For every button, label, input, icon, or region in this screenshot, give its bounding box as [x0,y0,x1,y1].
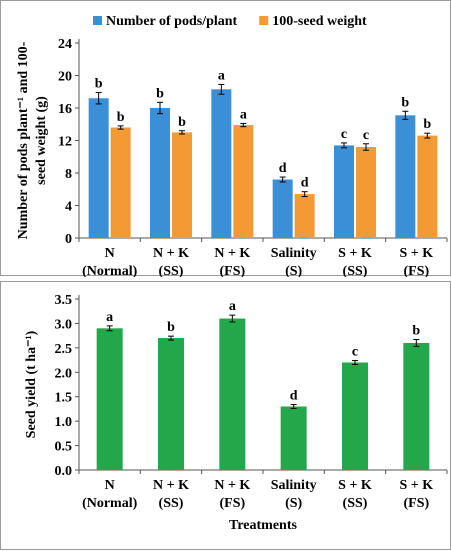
x-tick-label: (SS) [159,496,184,511]
x-tick-label: N + K [153,246,189,261]
significance-letter: b [401,95,409,110]
significance-letter: a [218,68,225,83]
bar [150,108,170,238]
legend-label: Number of pods/plant [106,14,238,29]
x-tick-label: S + K [338,246,372,261]
y-tick-label: 2.5 [55,342,73,357]
bar [334,145,354,238]
y-tick-label: 0.5 [55,440,73,455]
bar [96,328,123,470]
bar [395,115,416,238]
x-tick-label: S + K [338,478,372,493]
x-tick-label: N + K [214,478,250,493]
y-tick-label: 16 [58,102,72,117]
bar [88,98,109,238]
y-tick-label: 0 [65,232,72,247]
bar [272,179,293,238]
y-axis-label: seed weight (g) [34,96,49,185]
x-tick-label: (S) [285,496,302,511]
x-tick-label: N + K [153,478,189,493]
x-tick-label: (FS) [403,264,429,277]
x-tick-label: (SS) [343,496,368,511]
x-axis-label: Treatments [229,518,297,533]
bar [211,89,232,238]
significance-letter: c [363,128,369,143]
legend-label: 100-seed weight [272,14,367,29]
y-axis-label: Seed yield (t ha⁻¹) [24,330,39,438]
y-axis-label: Number of pods plant⁻¹ and 100- [16,41,31,239]
pods-seed-weight-chart: 0 4 8 12 16 20 24 N (Normal) N + K (SS) N + K (FS) Sa… [16,14,448,277]
y-tick-label: 0.0 [55,464,73,479]
x-tick-label: (SS) [159,264,184,277]
x-tick-label: N [105,246,115,261]
bar [158,338,184,470]
significance-letter: b [156,86,164,101]
x-tick-label: Salinity [271,246,317,261]
bar [342,362,368,470]
significance-letter: b [178,115,186,130]
y-tick-label: 3.0 [55,317,73,332]
significance-letter: c [341,127,347,142]
legend-swatch [259,16,269,25]
y-tick-label: 2.0 [55,366,73,381]
significance-letter: b [117,110,125,125]
significance-letter: d [290,389,298,404]
significance-letter: c [352,345,358,360]
legend-swatch [93,16,102,25]
x-tick-label: (FS) [403,496,429,511]
y-tick-label: 20 [58,70,72,85]
x-tick-label: (Normal) [82,496,138,511]
pods-seed-weight-chart-panel: 0 4 8 12 16 20 24 N (Normal) N + K (SS) N + K (FS) Sa… [0,0,451,277]
y-tick-label: 12 [58,135,72,150]
x-tick-label: N [105,478,115,493]
significance-letter: d [301,176,309,191]
bar [294,194,315,238]
x-tick-label: N + K [214,246,250,261]
x-tick-label: (S) [285,264,302,277]
bar [280,406,307,470]
significance-letter: b [423,117,431,132]
x-tick-label: (Normal) [82,264,138,277]
significance-letter: a [106,310,113,325]
significance-letter: a [240,107,247,122]
bar [356,147,376,238]
significance-letter: b [95,77,103,92]
y-tick-label: 1.0 [55,415,73,430]
bar [403,342,430,470]
bar [110,127,131,238]
x-tick-label: S + K [400,478,434,493]
significance-letter: b [167,320,175,335]
y-tick-label: 3.5 [55,293,73,308]
bar [219,318,246,470]
significance-letter: a [229,299,236,314]
x-tick-label: S + K [400,246,434,261]
y-tick-label: 8 [65,167,72,182]
x-tick-label: (SS) [343,264,368,277]
bar [233,125,254,238]
y-tick-label: 4 [65,200,72,215]
bar [172,132,192,238]
x-tick-label: (FS) [219,264,245,277]
seed-yield-chart-panel: 0.0 0.5 1.0 1.5 2.0 2.5 3.0 3.5 N (Normal) N + K (S… [0,281,451,550]
y-tick-label: 24 [58,37,72,52]
significance-letter: d [279,161,287,176]
bar [417,135,438,238]
x-tick-label: Salinity [271,478,317,493]
seed-yield-chart: 0.0 0.5 1.0 1.5 2.0 2.5 3.0 3.5 N (Normal) N + K (S… [24,293,448,533]
x-tick-label: (FS) [219,496,245,511]
significance-letter: b [412,324,420,339]
y-tick-label: 1.5 [55,391,73,406]
